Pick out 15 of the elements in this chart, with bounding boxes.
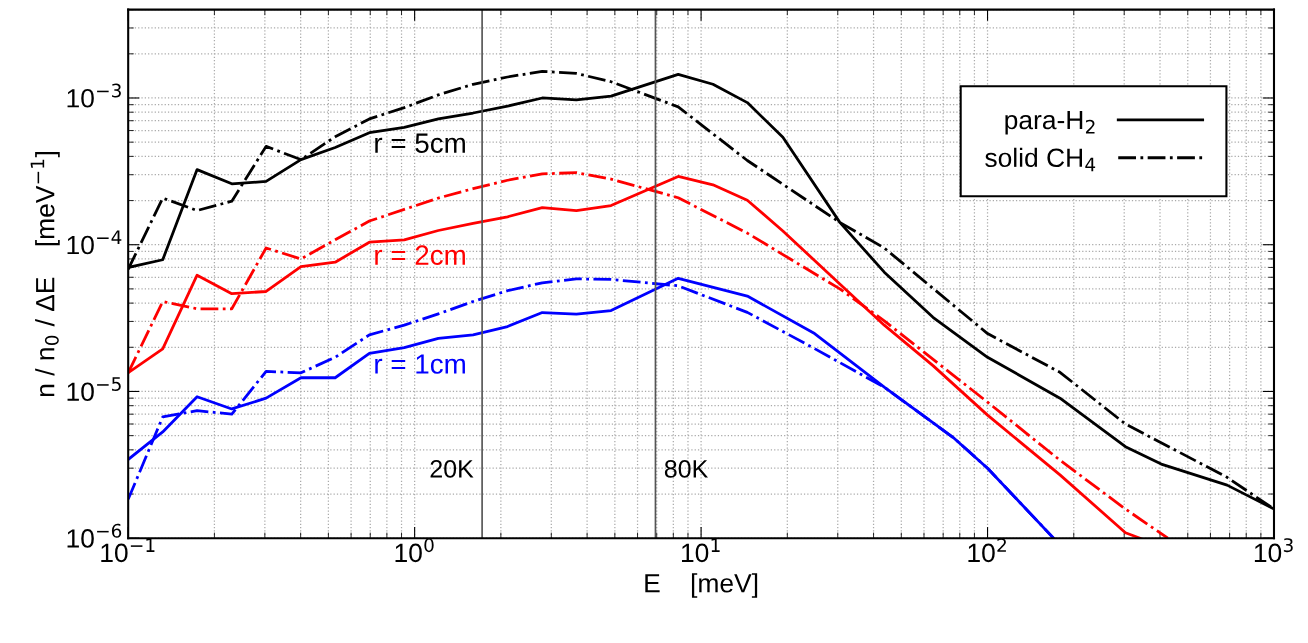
x-axis-title: E [meV] <box>645 573 758 598</box>
y-tick-label: 10$^{−3}$ <box>67 83 121 108</box>
legend-label: para-H$_{2}$ <box>1005 110 1095 135</box>
annotation: r = 2cm <box>375 245 465 265</box>
ref-line-label: 20K <box>430 459 474 478</box>
ref-line-label: 80K <box>664 459 708 478</box>
y-tick-label: 10$^{−4}$ <box>67 230 122 255</box>
y-axis-title: n / n$_{0}$ / ΔE [meV$^{−1}$] <box>30 151 60 397</box>
y-tick-label: 10$^{−5}$ <box>67 377 121 402</box>
x-tick-label: 10$^{1}$ <box>681 538 720 563</box>
legend-label: solid CH$_{4}$ <box>985 147 1096 172</box>
x-tick-label: 10$^{0}$ <box>395 538 434 563</box>
annotation: r = 5cm <box>375 133 465 153</box>
x-tick-label: 10$^{3}$ <box>1254 538 1293 563</box>
annotation: r = 1cm <box>375 354 465 374</box>
